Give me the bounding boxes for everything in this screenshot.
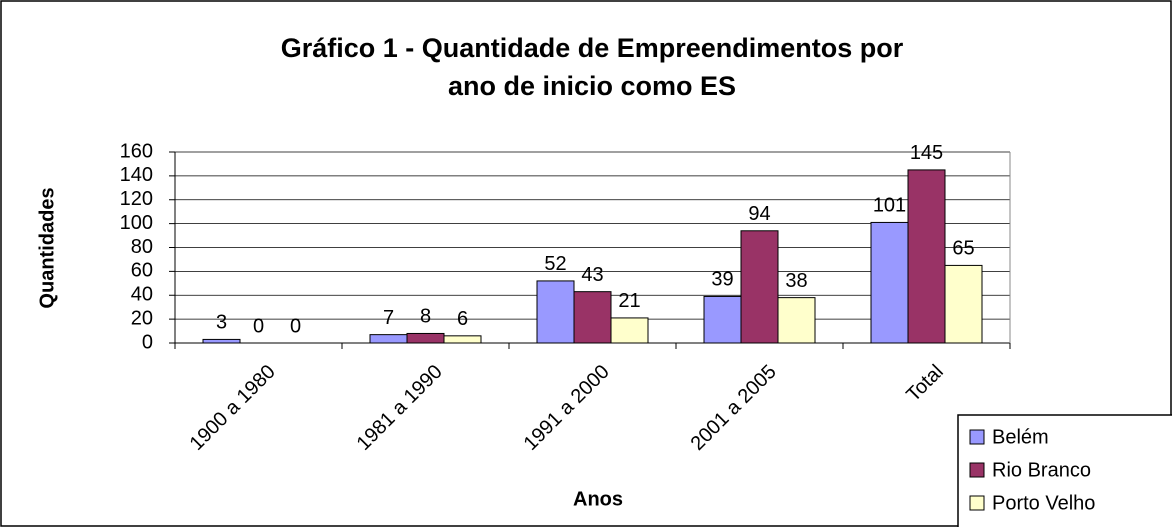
y-axis-label: Quantidades bbox=[36, 187, 58, 308]
bar bbox=[740, 230, 779, 344]
value-label: 3 bbox=[216, 312, 227, 334]
bar bbox=[573, 291, 612, 344]
value-label: 94 bbox=[748, 203, 770, 225]
bar bbox=[406, 332, 445, 344]
y-tick-label: 160 bbox=[120, 140, 153, 162]
value-label: 38 bbox=[785, 270, 807, 292]
chart-title: Gráfico 1 - Quantidade de Empreendimento… bbox=[281, 33, 904, 63]
bar bbox=[944, 264, 983, 344]
value-label: 6 bbox=[457, 308, 468, 330]
bar bbox=[369, 334, 408, 344]
y-tick-label: 80 bbox=[131, 236, 153, 258]
value-label: 43 bbox=[581, 264, 603, 286]
bar bbox=[777, 297, 816, 344]
y-tick-label: 120 bbox=[120, 188, 153, 210]
bar bbox=[870, 221, 909, 344]
legend-label: Rio Branco bbox=[992, 459, 1091, 481]
legend-label: Porto Velho bbox=[992, 492, 1095, 514]
legend-box bbox=[957, 414, 1172, 527]
bar bbox=[443, 335, 482, 344]
legend-label: Belém bbox=[992, 426, 1049, 448]
value-label: 0 bbox=[253, 315, 264, 337]
value-label: 101 bbox=[873, 195, 906, 217]
y-tick-label: 60 bbox=[131, 260, 153, 282]
chart-title: ano de inicio como ES bbox=[448, 71, 736, 101]
value-label: 7 bbox=[383, 307, 394, 329]
y-tick-label: 100 bbox=[120, 212, 153, 234]
value-label: 21 bbox=[618, 290, 640, 312]
y-tick-label: 20 bbox=[131, 307, 153, 329]
bar bbox=[703, 295, 742, 344]
value-label: 145 bbox=[910, 142, 943, 164]
value-label: 8 bbox=[420, 306, 431, 328]
y-tick-label: 140 bbox=[120, 164, 153, 186]
legend-swatch bbox=[969, 462, 985, 478]
legend-swatch bbox=[969, 495, 985, 511]
legend-swatch bbox=[969, 429, 985, 445]
value-label: 65 bbox=[952, 238, 974, 260]
bar bbox=[202, 338, 241, 344]
bar bbox=[610, 317, 649, 344]
value-label: 52 bbox=[544, 253, 566, 275]
bar bbox=[536, 280, 575, 344]
y-tick-label: 0 bbox=[142, 331, 153, 353]
bar bbox=[907, 169, 946, 344]
value-label: 39 bbox=[711, 269, 733, 291]
y-tick-label: 40 bbox=[131, 284, 153, 306]
value-label: 0 bbox=[290, 315, 301, 337]
x-axis-label: Anos bbox=[573, 488, 623, 510]
